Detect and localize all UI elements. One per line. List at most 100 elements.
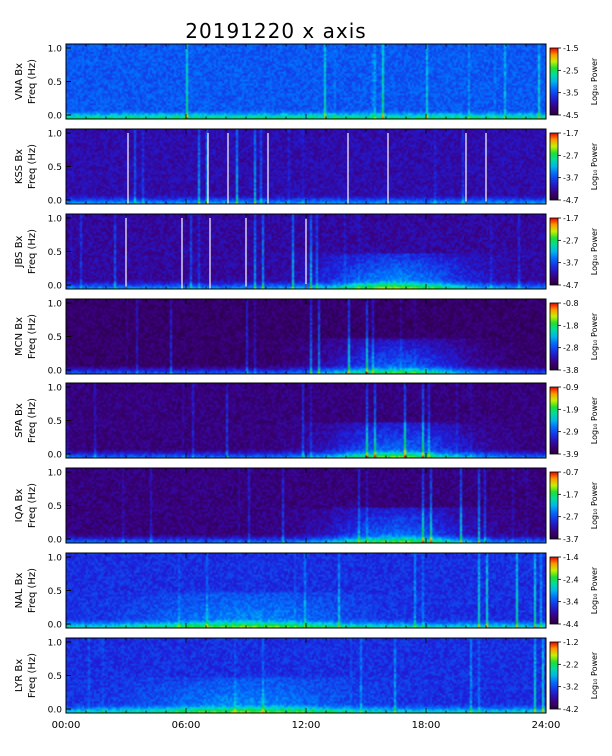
colorbar-tick-label: -1.8 xyxy=(563,321,579,330)
freq-axis-label: Freq (Hz) xyxy=(27,568,38,613)
panel-iqa-bx: 1.0 0.5 0.0 IQA Bx Freq (Hz) -0.7 -1.7 -2.7 -3.7… xyxy=(14,467,599,546)
y-tick-label: 0.0 xyxy=(48,197,63,207)
y-tick-label: 1.0 xyxy=(48,300,63,310)
colorbar-tick-label: -3.7 xyxy=(563,259,579,268)
y-tick-label: 0.5 xyxy=(48,78,62,88)
y-tick-label: 0.5 xyxy=(48,248,62,258)
colorbar-label: Log₁₀ Power xyxy=(590,566,599,614)
y-tick-label: 0.5 xyxy=(48,417,62,427)
y-tick-label: 0.0 xyxy=(48,282,63,292)
colorbar-tick-label: -3.7 xyxy=(563,174,579,183)
y-tick-label: 1.0 xyxy=(48,554,63,564)
colorbar-label: Log₁₀ Power xyxy=(590,57,599,105)
colorbar xyxy=(549,302,559,371)
colorbar-tick-label: -0.9 xyxy=(563,383,579,392)
y-tick-label: 1.0 xyxy=(48,469,63,479)
chart-title: 20191220 x axis xyxy=(185,19,366,43)
colorbar-tick-label: -0.8 xyxy=(563,299,579,308)
station-label: LYR Bx xyxy=(14,659,25,692)
station-label: KSS Bx xyxy=(14,149,25,184)
colorbar-tick-label: -1.4 xyxy=(563,553,579,562)
colorbar-tick-label: -3.9 xyxy=(563,450,579,459)
colorbar-label: Log₁₀ Power xyxy=(590,481,599,529)
freq-axis-label: Freq (Hz) xyxy=(27,398,38,443)
freq-axis-label: Freq (Hz) xyxy=(27,314,38,359)
colorbar-tick-label: -4.7 xyxy=(563,281,579,290)
y-tick-label: 0.0 xyxy=(48,112,63,122)
colorbar-tick-label: -4.5 xyxy=(563,111,579,120)
colorbar-tick-label: -3.8 xyxy=(563,366,579,375)
colorbar xyxy=(549,386,559,455)
spectrogram-image xyxy=(66,468,546,543)
spectrogram-image xyxy=(66,553,546,628)
x-tick-label: 00:00 xyxy=(52,720,81,731)
x-tick-label: 24:00 xyxy=(532,720,561,731)
colorbar-tick-label: -1.5 xyxy=(563,44,579,53)
time-axis: 00:00 06:00 12:00 18:00 24:00 xyxy=(52,720,561,731)
colorbar-label: Log₁₀ Power xyxy=(590,396,599,444)
y-tick-label: 0.0 xyxy=(48,621,63,631)
colorbar xyxy=(549,132,559,201)
freq-axis-label: Freq (Hz) xyxy=(27,59,38,104)
colorbar-tick-label: -4.7 xyxy=(563,196,579,205)
station-label: MCN Bx xyxy=(14,317,25,356)
colorbar-tick-label: -2.5 xyxy=(563,66,579,75)
y-tick-label: 1.0 xyxy=(48,215,63,225)
x-tick-label: 06:00 xyxy=(172,720,201,731)
station-label: JBS Bx xyxy=(14,235,25,268)
colorbar-tick-label: -1.7 xyxy=(563,214,579,223)
panel-mcn-bx: 1.0 0.5 0.0 MCN Bx Freq (Hz) -0.8 -1.8 -2.8 -3.8… xyxy=(14,298,599,377)
freq-axis-label: Freq (Hz) xyxy=(27,229,38,274)
colorbar-tick-label: -1.7 xyxy=(563,129,579,138)
spectrogram-image xyxy=(66,383,546,458)
colorbar-label: Log₁₀ Power xyxy=(590,651,599,699)
colorbar-tick-label: -1.2 xyxy=(563,638,579,647)
colorbar-tick-label: -2.7 xyxy=(563,513,579,522)
station-label: SPA Bx xyxy=(14,403,25,438)
y-tick-label: 0.5 xyxy=(48,672,62,682)
y-tick-label: 0.0 xyxy=(48,536,63,546)
station-label: IQA Bx xyxy=(14,489,25,523)
colorbar-tick-label: -4.2 xyxy=(563,705,579,714)
panel-jbs-bx: 1.0 0.5 0.0 JBS Bx Freq (Hz) -1.7 -2.7 -3.7 -4.7… xyxy=(14,213,599,292)
colorbar-tick-label: -2.7 xyxy=(563,236,579,245)
colorbar xyxy=(549,641,559,710)
colorbar-tick-label: -2.4 xyxy=(563,575,579,584)
y-tick-label: 1.0 xyxy=(48,130,63,140)
y-tick-label: 0.5 xyxy=(48,587,62,597)
spectrogram-image xyxy=(66,299,546,374)
spectrogram-image xyxy=(66,44,546,119)
spectrogram-image xyxy=(66,638,546,713)
panel-nal-bx: 1.0 0.5 0.0 NAL Bx Freq (Hz) -1.4 -2.4 -3.4 -4.4… xyxy=(14,552,599,631)
freq-axis-label: Freq (Hz) xyxy=(27,483,38,528)
colorbar xyxy=(549,47,559,116)
panel-vna-bx: 1.0 0.5 0.0 VNA Bx Freq (Hz) -1.5 -2.5 -3.5 -4.5… xyxy=(14,43,599,122)
y-tick-label: 0.5 xyxy=(48,333,62,343)
y-tick-label: 0.5 xyxy=(48,502,62,512)
spectrogram-image xyxy=(66,129,546,204)
colorbar-tick-label: -1.9 xyxy=(563,405,579,414)
x-tick-label: 12:00 xyxy=(292,720,321,731)
colorbar-tick-label: -2.2 xyxy=(563,660,579,669)
colorbar-tick-label: -3.4 xyxy=(563,598,579,607)
colorbar-tick-label: -2.7 xyxy=(563,151,579,160)
freq-axis-label: Freq (Hz) xyxy=(27,653,38,698)
colorbar-label: Log₁₀ Power xyxy=(590,312,599,360)
colorbar-tick-label: -4.4 xyxy=(563,620,579,629)
colorbar-tick-label: -3.5 xyxy=(563,89,579,98)
colorbar-tick-label: -1.7 xyxy=(563,490,579,499)
colorbar-tick-label: -3.7 xyxy=(563,535,579,544)
station-label: NAL Bx xyxy=(14,572,25,608)
colorbar xyxy=(549,556,559,625)
colorbar xyxy=(549,217,559,286)
freq-axis-label: Freq (Hz) xyxy=(27,144,38,189)
y-tick-label: 0.0 xyxy=(48,367,63,377)
panel-spa-bx: 1.0 0.5 0.0 SPA Bx Freq (Hz) -0.9 -1.9 -2.9 -3.9… xyxy=(14,382,599,461)
colorbar-tick-label: -3.2 xyxy=(563,683,579,692)
colorbar-tick-label: -2.9 xyxy=(563,428,579,437)
panel-lyr-bx: 1.0 0.5 0.0 LYR Bx Freq (Hz) -1.2 -2.2 -3.2 -4.2… xyxy=(14,637,599,716)
y-tick-label: 0.5 xyxy=(48,163,62,173)
colorbar-label: Log₁₀ Power xyxy=(590,227,599,275)
